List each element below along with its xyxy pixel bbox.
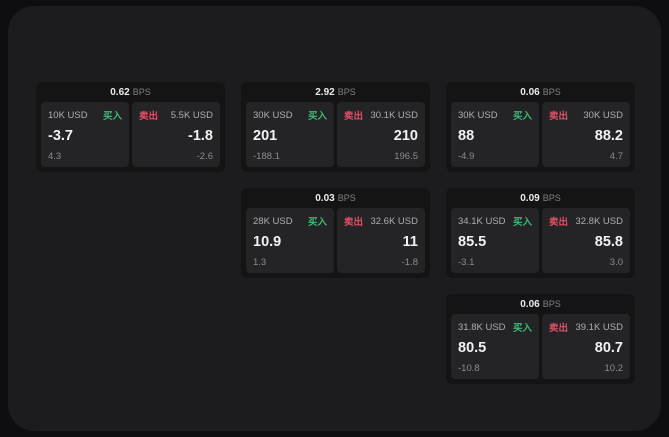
quote-card-2: 2.92 BPS 30K USD 买入 201 -188.1 卖出 30.1K … — [241, 82, 430, 172]
card-body: 30K USD 买入 201 -188.1 卖出 30.1K USD 210 1… — [241, 102, 430, 172]
bps-unit-label: BPS — [132, 87, 151, 97]
card-header: 0.62 BPS — [36, 82, 225, 102]
sell-amount: 39.1K USD — [575, 321, 623, 333]
sell-price: 80.7 — [594, 340, 623, 357]
buy-panel[interactable]: 34.1K USD 买入 85.5 -3.1 — [451, 208, 539, 273]
bps-value: 0.06 — [520, 298, 540, 310]
card-body: 30K USD 买入 88 -4.9 卖出 30K USD 88.2 4.7 — [446, 102, 635, 172]
quote-card-1: 0.62 BPS 10K USD 买入 -3.7 4.3 卖出 5.5K USD — [36, 82, 225, 172]
buy-amount: 34.1K USD — [458, 215, 506, 227]
buy-tag: 买入 — [307, 111, 327, 122]
sell-tag: 卖出 — [549, 111, 569, 122]
buy-price: 10.9 — [253, 234, 282, 251]
card-body: 31.8K USD 买入 80.5 -10.8 卖出 39.1K USD 80.… — [446, 314, 635, 384]
sell-amount: 32.8K USD — [575, 215, 623, 227]
bps-value: 0.06 — [520, 86, 540, 98]
sell-change: 4.7 — [609, 151, 623, 162]
buy-tag: 买入 — [307, 217, 327, 228]
buy-tag: 买入 — [102, 111, 122, 122]
sell-amount: 30K USD — [583, 109, 623, 121]
sell-change: 3.0 — [609, 257, 623, 268]
buy-panel[interactable]: 10K USD 买入 -3.7 4.3 — [41, 102, 129, 167]
buy-change: -3.1 — [458, 257, 475, 268]
card-body: 34.1K USD 买入 85.5 -3.1 卖出 32.8K USD 85.8… — [446, 208, 635, 278]
sell-panel[interactable]: 卖出 5.5K USD -1.8 -2.6 — [132, 102, 220, 167]
buy-amount: 30K USD — [458, 109, 498, 121]
buy-change: -10.8 — [458, 363, 480, 374]
card-header: 0.06 BPS — [446, 82, 635, 102]
sell-tag: 卖出 — [344, 217, 364, 228]
buy-change: 1.3 — [253, 257, 267, 268]
card-body: 28K USD 买入 10.9 1.3 卖出 32.6K USD 11 -1.8 — [241, 208, 430, 278]
sell-change: 196.5 — [394, 151, 418, 162]
cards-grid: 0.62 BPS 10K USD 买入 -3.7 4.3 卖出 5.5K USD — [36, 82, 635, 384]
quote-card-4: 0.03 BPS 28K USD 买入 10.9 1.3 卖出 32.6K US… — [241, 188, 430, 278]
bps-value: 0.09 — [520, 192, 540, 204]
app-panel: 0.62 BPS 10K USD 买入 -3.7 4.3 卖出 5.5K USD — [8, 6, 661, 431]
sell-price: 88.2 — [594, 128, 623, 145]
sell-change: -1.8 — [401, 257, 418, 268]
card-header: 0.09 BPS — [446, 188, 635, 208]
buy-price: 201 — [253, 128, 278, 145]
sell-tag: 卖出 — [549, 217, 569, 228]
buy-amount: 10K USD — [48, 109, 88, 121]
quote-card-5: 0.09 BPS 34.1K USD 买入 85.5 -3.1 卖出 32.8K… — [446, 188, 635, 278]
bps-unit-label: BPS — [337, 193, 356, 203]
sell-panel[interactable]: 卖出 30.1K USD 210 196.5 — [337, 102, 425, 167]
buy-panel[interactable]: 30K USD 买入 201 -188.1 — [246, 102, 334, 167]
buy-amount: 31.8K USD — [458, 321, 506, 333]
bps-unit-label: BPS — [337, 87, 356, 97]
card-header: 0.06 BPS — [446, 294, 635, 314]
card-header: 0.03 BPS — [241, 188, 430, 208]
sell-price: 85.8 — [594, 234, 623, 251]
sell-change: -2.6 — [196, 151, 213, 162]
buy-price: -3.7 — [48, 128, 73, 145]
buy-change: -4.9 — [458, 151, 475, 162]
sell-price: 11 — [402, 234, 418, 251]
bps-unit-label: BPS — [542, 193, 561, 203]
bps-value: 0.62 — [110, 86, 130, 98]
sell-price: 210 — [393, 128, 418, 145]
sell-panel[interactable]: 卖出 32.8K USD 85.8 3.0 — [542, 208, 630, 273]
sell-panel[interactable]: 卖出 30K USD 88.2 4.7 — [542, 102, 630, 167]
sell-panel[interactable]: 卖出 39.1K USD 80.7 10.2 — [542, 314, 630, 379]
buy-tag: 买入 — [512, 111, 532, 122]
bps-unit-label: BPS — [542, 87, 561, 97]
buy-amount: 30K USD — [253, 109, 293, 121]
buy-panel[interactable]: 31.8K USD 买入 80.5 -10.8 — [451, 314, 539, 379]
buy-panel[interactable]: 28K USD 买入 10.9 1.3 — [246, 208, 334, 273]
sell-price: -1.8 — [188, 128, 213, 145]
buy-change: -188.1 — [253, 151, 280, 162]
sell-amount: 30.1K USD — [370, 109, 418, 121]
buy-amount: 28K USD — [253, 215, 293, 227]
card-header: 2.92 BPS — [241, 82, 430, 102]
bps-unit-label: BPS — [542, 299, 561, 309]
buy-price: 85.5 — [458, 234, 487, 251]
bps-value: 2.92 — [315, 86, 335, 98]
sell-tag: 卖出 — [549, 323, 569, 334]
sell-amount: 32.6K USD — [370, 215, 418, 227]
sell-change: 10.2 — [604, 363, 624, 374]
buy-price: 88 — [458, 128, 475, 145]
sell-tag: 卖出 — [139, 111, 159, 122]
buy-change: 4.3 — [48, 151, 62, 162]
buy-panel[interactable]: 30K USD 买入 88 -4.9 — [451, 102, 539, 167]
buy-tag: 买入 — [512, 323, 532, 334]
sell-amount: 5.5K USD — [170, 109, 213, 121]
bps-value: 0.03 — [315, 192, 335, 204]
quote-card-3: 0.06 BPS 30K USD 买入 88 -4.9 卖出 30K USD — [446, 82, 635, 172]
card-body: 10K USD 买入 -3.7 4.3 卖出 5.5K USD -1.8 -2.… — [36, 102, 225, 172]
sell-panel[interactable]: 卖出 32.6K USD 11 -1.8 — [337, 208, 425, 273]
sell-tag: 卖出 — [344, 111, 364, 122]
buy-tag: 买入 — [512, 217, 532, 228]
quote-card-6: 0.06 BPS 31.8K USD 买入 80.5 -10.8 卖出 39.1… — [446, 294, 635, 384]
buy-price: 80.5 — [458, 340, 487, 357]
